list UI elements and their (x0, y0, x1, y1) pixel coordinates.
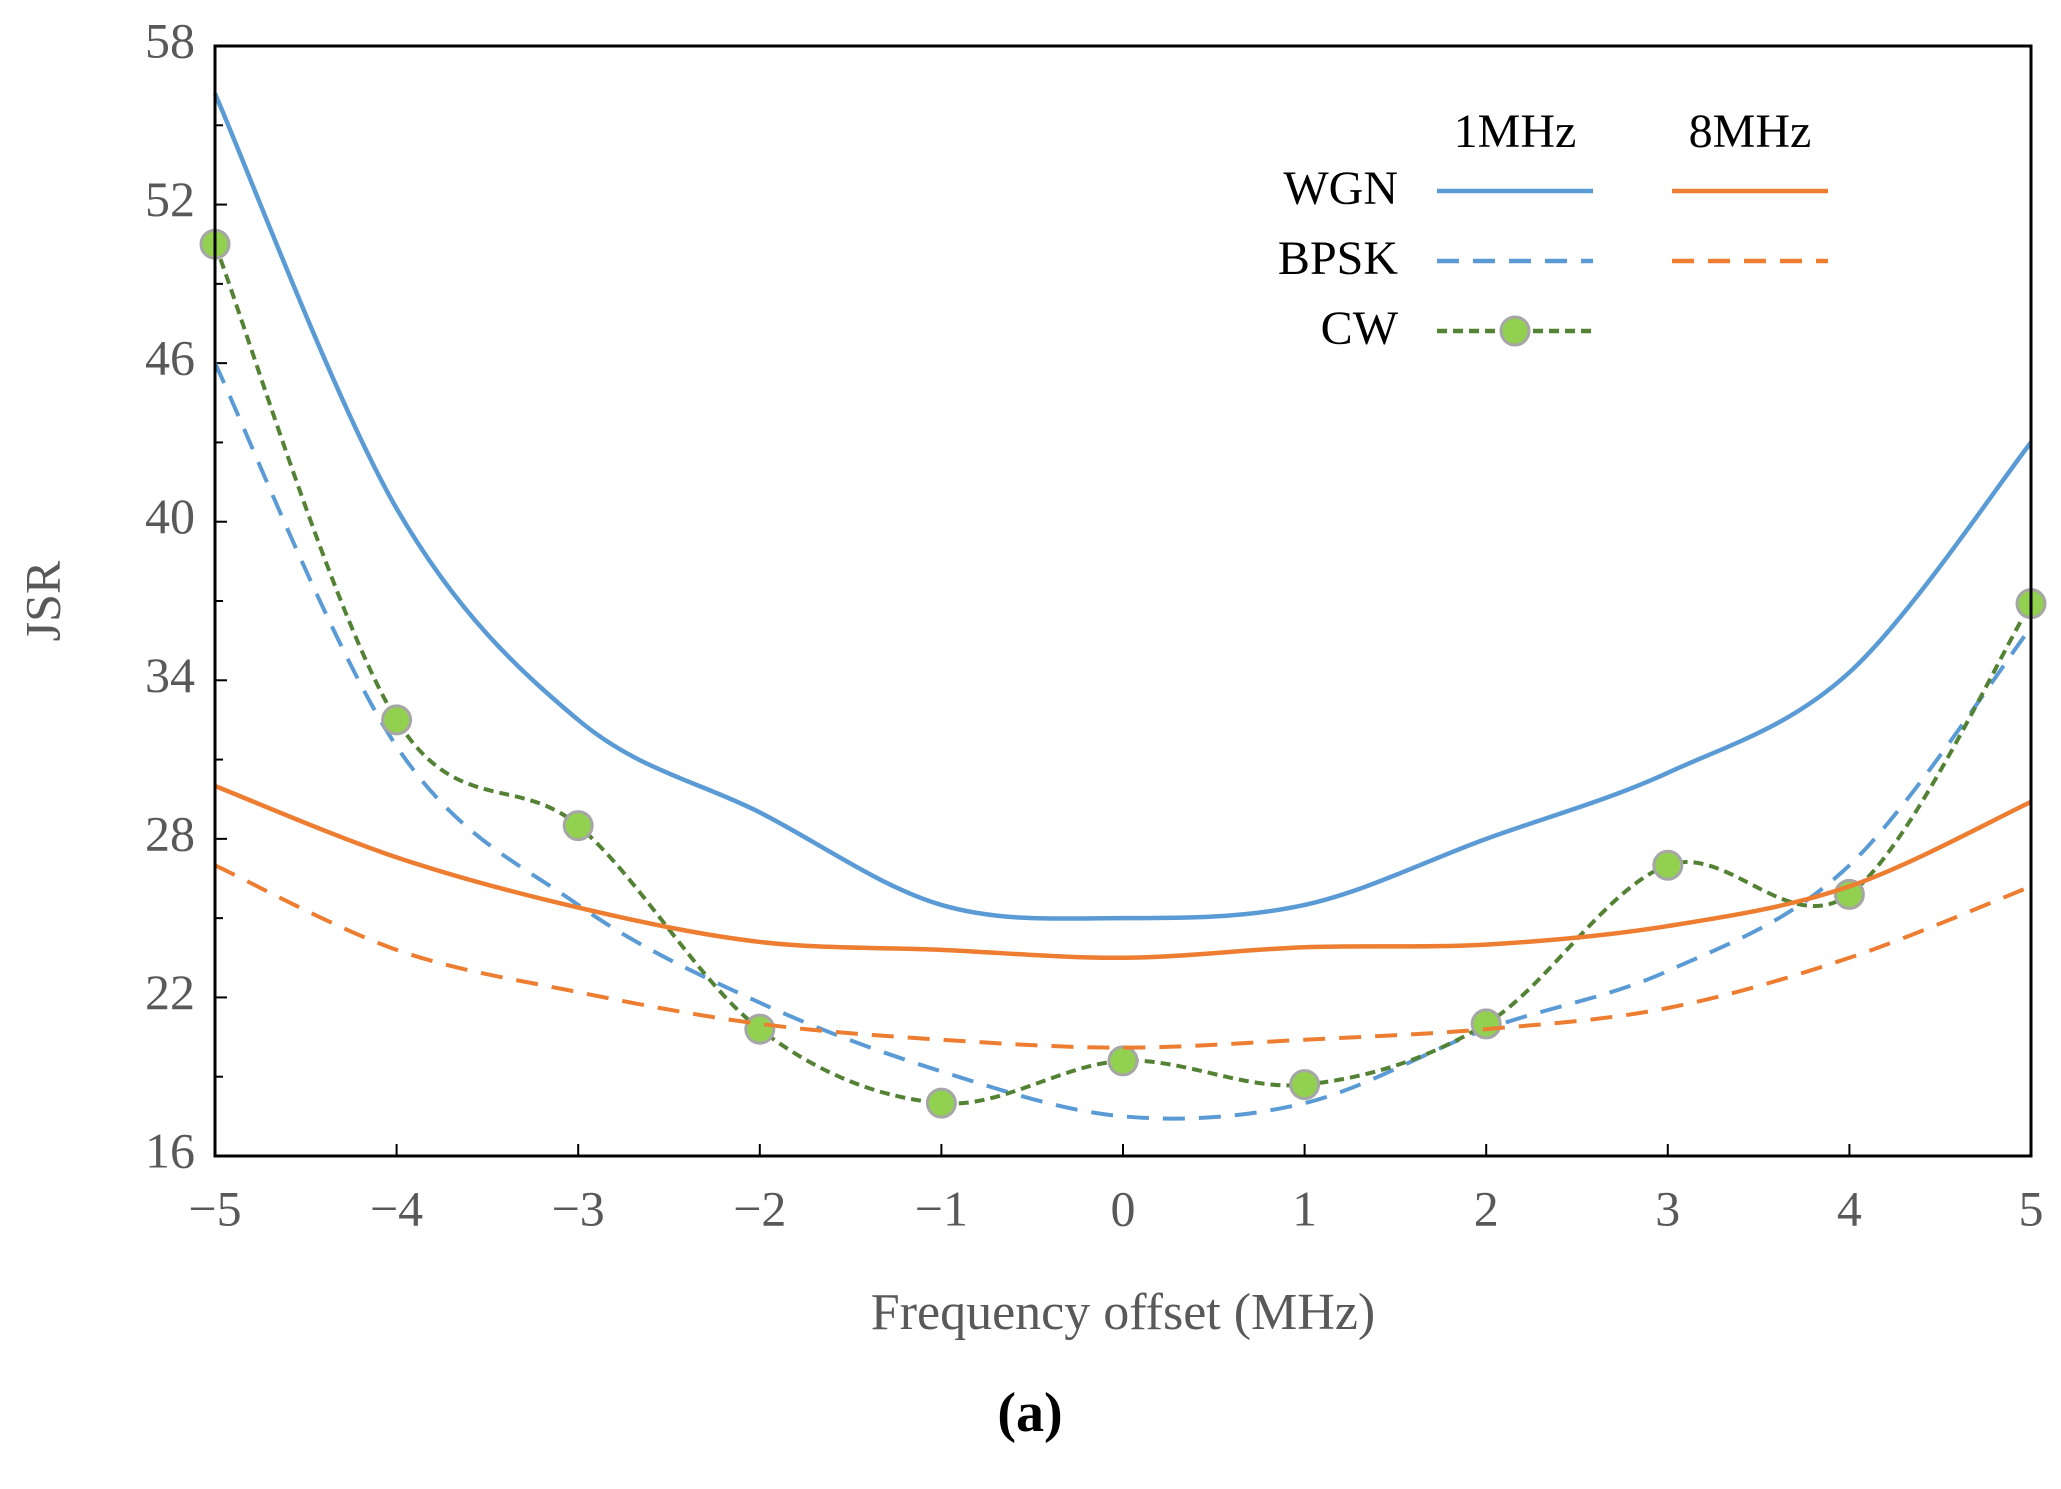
series-line (214, 783, 2032, 961)
x-tick-label: −1 (915, 1180, 968, 1236)
marker (1470, 1008, 1502, 1040)
x-tick-label: 0 (1111, 1180, 1136, 1236)
marker (925, 1087, 957, 1119)
marker (744, 1013, 776, 1045)
series-line (212, 92, 2033, 921)
plot-frame (213, 44, 2033, 1158)
y-tick-label: 46 (145, 330, 195, 386)
x-tick-label: −5 (188, 1180, 241, 1236)
series-line (213, 243, 2033, 1106)
x-tick-label: 5 (2019, 1180, 2044, 1236)
marker (1289, 1069, 1321, 1101)
y-tick-label: 52 (145, 171, 195, 227)
x-tick-label: −4 (370, 1180, 423, 1236)
legend-column-header: 1MHz (1454, 105, 1577, 158)
legend-marker (1499, 315, 1531, 347)
marker (1107, 1045, 1139, 1077)
marker (381, 704, 413, 736)
legend-label: BPSK (1278, 232, 1398, 285)
y-tick-label: 40 (145, 488, 195, 544)
x-tick-label: 1 (1292, 1180, 1317, 1236)
x-tick-label: −3 (552, 1180, 605, 1236)
x-tick-label: −2 (733, 1180, 786, 1236)
caption: (a) (997, 1382, 1062, 1444)
x-tick-label: 4 (1837, 1180, 1862, 1236)
x-tick-label: 2 (1474, 1180, 1499, 1236)
series-line (213, 362, 2033, 1121)
x-tick-label: 3 (1655, 1180, 1680, 1236)
y-tick-label: 16 (145, 1122, 195, 1178)
legend-label: WGN (1283, 162, 1398, 215)
y-tick-label: 58 (145, 12, 195, 68)
legend-column-header: 8MHz (1689, 105, 1812, 158)
x-axis-title: Frequency offset (MHz) (871, 1284, 1375, 1341)
legend-label: CW (1321, 302, 1399, 355)
y-tick-label: 22 (145, 964, 195, 1020)
y-axis-title: JSR (14, 560, 70, 641)
y-tick-label: 28 (145, 805, 195, 861)
y-tick-label: 34 (145, 647, 195, 703)
marker (1652, 849, 1684, 881)
marker (562, 810, 594, 842)
